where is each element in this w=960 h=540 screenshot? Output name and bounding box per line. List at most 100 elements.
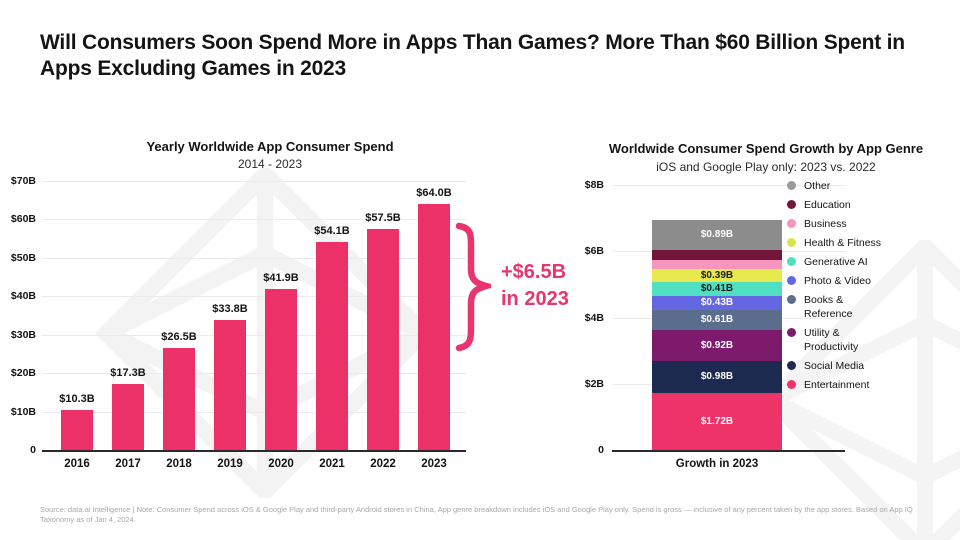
legend-label: Utility & Productivity (804, 327, 859, 353)
x-axis-label-2020: 2020 (268, 458, 294, 470)
legend-label: Books & Reference (804, 294, 853, 320)
bar-2022 (367, 229, 399, 450)
y-axis-label: $60B (10, 213, 36, 226)
legend-label: Health & Fitness (804, 237, 882, 249)
bar-value-label-2022: $57.5B (365, 212, 401, 225)
legend-label: Education (804, 199, 851, 211)
annotation-line2: in 2023 (501, 288, 569, 310)
y-axis-label: $50B (10, 251, 36, 264)
utility-productivity-dot-icon (787, 328, 796, 337)
generative-ai-dot-icon (787, 257, 796, 266)
legend-item-entertainment: Entertainment (787, 378, 959, 392)
segment-social-media: $0.98B (652, 360, 782, 394)
bar-2019 (214, 320, 246, 450)
y-axis-label: $10B (10, 405, 36, 418)
other-dot-icon (787, 181, 796, 190)
genre-legend: Other Education Business Health & Fitness Ge… (787, 179, 959, 392)
legend-item-other: Other (787, 179, 959, 193)
bar-2023 (418, 204, 450, 450)
right-chart-subtitle: iOS and Google Play only: 2023 vs. 2022 (656, 160, 876, 174)
entertainment-dot-icon (787, 380, 796, 389)
gem-watermark-right (760, 240, 960, 540)
x-axis-label-2019: 2019 (217, 458, 243, 470)
y-axis-label: $30B (10, 328, 36, 341)
legend-item-health-fitness: Health & Fitness (787, 236, 959, 250)
legend-label: Generative AI (804, 256, 868, 268)
y-axis-label: 0 (598, 444, 604, 456)
segment-value-label-books-reference: $0.61B (700, 314, 734, 326)
annotation-line1: +$6.5B (501, 261, 567, 283)
growth-annotation: +$6.5B in 2023 (501, 259, 569, 313)
legend-label: Business (804, 218, 847, 230)
segment-value-label-generative-ai: $0.41B (700, 283, 734, 295)
legend-label: Other (804, 180, 831, 192)
x-axis-label-2021: 2021 (319, 458, 345, 470)
segment-business (652, 259, 782, 270)
gridline (42, 296, 466, 298)
segment-photo-video: $0.43B (652, 295, 782, 310)
legend-item-utility-productivity: Utility & Productivity (787, 326, 959, 354)
y-axis-label: $8B (584, 179, 604, 191)
segment-generative-ai: $0.41B (652, 282, 782, 296)
legend-item-education: Education (787, 198, 959, 212)
bar-value-label-2021: $54.1B (314, 225, 350, 238)
bar-2016 (61, 410, 93, 450)
bar-value-label-2017: $17.3B (110, 366, 146, 379)
source-note: Source: data.ai Intelligence | Note: Con… (40, 505, 920, 525)
segment-value-label-photo-video: $0.43B (700, 297, 734, 309)
x-axis-label-2016: 2016 (64, 458, 90, 470)
legend-item-social-media: Social Media (787, 359, 959, 373)
curly-brace (455, 222, 491, 352)
social-media-dot-icon (787, 361, 796, 370)
bar-2018 (163, 348, 195, 450)
gridline (42, 411, 466, 413)
source-note-line2: Taxonomy as of Jan 4, 2024. (40, 515, 136, 524)
legend-label: Entertainment (804, 379, 870, 391)
segment-health-fitness: $0.39B (652, 269, 782, 283)
y-axis-label: $20B (10, 367, 36, 380)
left-chart-plot-area: $70B $60B $50B $40B $30B $20B $10B 0 $10.3B 2016 $… (11, 175, 466, 470)
bar-2021 (316, 242, 348, 450)
segment-value-label-social-media: $0.98B (700, 371, 734, 383)
gridline (42, 219, 466, 221)
segment-books-reference: $0.61B (652, 309, 782, 331)
legend-label: Social Media (804, 360, 865, 372)
y-axis-label: $70B (10, 175, 36, 187)
segment-value-label-health-fitness: $0.39B (700, 270, 734, 282)
bar-2020 (265, 288, 297, 450)
legend-label: Photo & Video (804, 275, 871, 287)
legend-item-generative-ai: Generative AI (787, 255, 959, 269)
bar-value-label-2018: $26.5B (161, 331, 197, 344)
education-dot-icon (787, 200, 796, 209)
y-axis-label: $4B (584, 311, 604, 324)
segment-education (652, 249, 782, 260)
business-dot-icon (787, 219, 796, 228)
legend-item-business: Business (787, 217, 959, 231)
left-chart-title: Yearly Worldwide App Consumer Spend (146, 139, 394, 154)
health-fitness-dot-icon (787, 238, 796, 247)
bar-value-label-2023: $64.0B (416, 187, 452, 200)
segment-value-label-other: $0.89B (700, 229, 734, 241)
bar-2017 (112, 383, 144, 450)
segment-entertainment: $1.72B (652, 393, 782, 450)
x-axis-label-2017: 2017 (115, 458, 141, 470)
y-axis-label: $2B (584, 377, 604, 390)
bar-value-label-2020: $41.9B (263, 271, 299, 284)
y-axis-label: 0 (30, 444, 36, 456)
page-title: Will Consumers Soon Spend More in Apps T… (40, 31, 905, 80)
gridline (42, 257, 466, 259)
x-axis-label-2022: 2022 (370, 458, 396, 470)
segment-value-label-utility-productivity: $0.92B (700, 339, 734, 351)
right-chart-title: Worldwide Consumer Spend Growth by App G… (608, 141, 924, 156)
gridline (42, 373, 466, 375)
right-chart-plot-area: $8B $6B $4B $2B 0 $1.72B $0.98B $0.92B $0.61B $0.… (585, 179, 845, 470)
x-axis-label-2023: 2023 (421, 458, 447, 470)
bar-value-label-2019: $33.8B (212, 303, 248, 316)
books-reference-dot-icon (787, 295, 796, 304)
y-axis-label: $6B (584, 245, 604, 258)
gridline (42, 181, 466, 182)
segment-other: $0.89B (652, 220, 782, 250)
source-note-line1: Source: data.ai Intelligence | Note: Con… (40, 505, 913, 514)
y-axis-label: $40B (10, 290, 36, 303)
